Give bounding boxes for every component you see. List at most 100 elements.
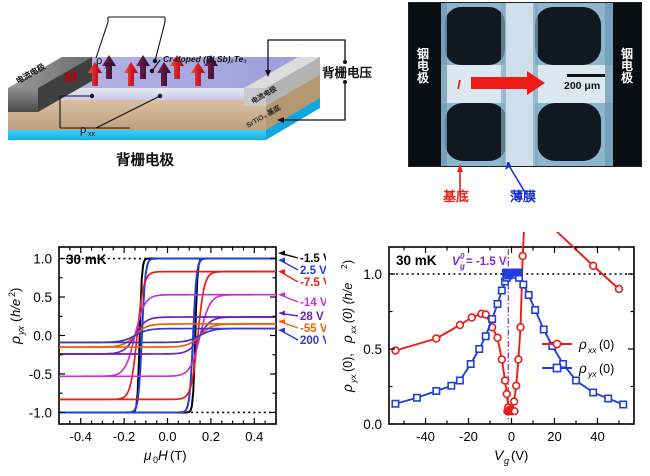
hysteresis-branch-down [59,270,276,401]
data-point-circle [432,334,441,343]
data-point-circle [455,320,465,330]
y-axis-ticks: 0.0 0.5 1.0 [363,267,634,432]
svg-text:ρ: ρ [7,336,23,345]
data-point-square [455,376,464,385]
rho-xx-sub: xx [88,131,96,138]
data-point-circle [502,389,511,399]
x-tick-label: 20 [547,429,561,444]
vg-annotation: V g 0 = -1.5 V [452,252,507,271]
rho-yx-annotation: ρ yx [95,16,166,69]
hysteresis-branch-down [59,257,276,414]
legend-label: -7.5 V [300,277,326,289]
data-point-square [539,325,548,334]
legend-arrow-head [278,310,285,316]
material-leader-line [151,59,161,72]
micrograph-right-electrode-label: 铟电极 [620,47,633,85]
data-point-square [412,393,421,402]
data-point-circle [467,313,476,322]
arrow-up-red [191,62,205,86]
rho-xx-label: ρ [80,124,86,136]
x-tick-label: 0.0 [158,429,176,444]
y-tick-label: 0.0 [33,329,52,344]
data-point-square [432,387,441,396]
rho-xx-annotation: ρ xx [59,93,163,138]
arrow-up-red [170,55,184,79]
rho-yx-label: ρ [96,55,102,67]
legend-arrow-head [278,257,285,263]
legend-rho: ρ [578,337,587,352]
x-tick-label: -0.4 [69,429,91,444]
data-point-square [497,286,506,295]
current-arrow [471,71,545,95]
data-line [395,201,620,412]
gate-dependence-chart: -40 -20 0 20 40 0.0 0.5 1.0 ρ xx (0) ρ yx (0) 30 mK… [334,201,650,471]
svg-text:H: H [158,448,168,463]
legend-marker-square [552,363,562,373]
legend-arrow-head [278,319,285,325]
svg-text:V: V [494,447,505,463]
x-tick-label: -20 [459,429,478,444]
x-axis-ticks: -40 -20 0 20 40 [403,247,620,444]
device-schematic-svg: 电流电极 电流电极 SrTiO₃ 基底 M Cr-doped (Bi [8,16,373,169]
film-caption: 薄膜 [510,189,537,204]
temperature-annotation: 30 mK [66,252,107,267]
svg-text:xx: xx [348,325,358,335]
device-schematic-panel: 电流电极 电流电极 SrTiO₃ 基底 M Cr-doped (Bi [0,0,395,205]
svg-text:yx: yx [16,326,26,337]
arrow-up-red [124,62,138,86]
x-tick-label: 0 [508,429,515,444]
data-point-circle [497,355,507,364]
hall-hysteresis-chart: -0.4 -0.2 0.0 0.2 0.4 -1.0 -0.5 0.0 0.5 1.0 -1.5… [4,232,331,471]
y-tick-label: -0.5 [29,367,52,382]
data-point-circle [493,333,502,342]
rho-yx-sub: yx [104,62,112,69]
legend-label: 2.5 V [300,265,326,277]
x-tick-label: 40 [590,429,604,444]
y-tick-label: 0.5 [363,342,382,357]
data-point-square [519,280,528,289]
material-leader-dot [149,68,155,74]
svg-text:g: g [459,262,465,271]
temperature-annotation: 30 mK [396,253,437,268]
x-tick-label: 0.4 [245,429,263,444]
legend-label: 200 V [300,335,326,347]
legend-rho: ρ [578,361,587,376]
arrow-up-red [88,62,102,86]
x-tick-label: 0.2 [202,429,220,444]
y-tick-label: 1.0 [363,267,382,282]
data-point-circle [509,397,519,406]
x-tick-label: -40 [416,429,435,444]
svg-text:(V): (V) [511,448,528,463]
svg-text:2: 2 [7,292,17,297]
micrograph-svg: I 200 μm [409,3,641,166]
arrow-up-dark [204,55,218,79]
svg-text:(0),: (0), [341,353,355,372]
legend-label: -1.5 V [300,253,326,265]
back-gate-voltage-label: 背栅电压 [322,65,373,80]
legend-tail: (0) [599,362,614,376]
y-axis-label: ρ yx ( h/e 2 ) [7,288,26,345]
arrow-up-dark [136,55,150,79]
legend-tail: (0) [599,338,614,352]
svg-text:h/e: h/e [8,299,23,317]
current-symbol-label: I [457,77,461,92]
svg-text:(: ( [8,317,23,322]
x-axis-label: V g (V) [494,447,528,466]
svg-text:0: 0 [460,252,465,261]
micrograph-left-electrode-label: 铟电极 [416,47,429,85]
data-point-square [493,300,502,309]
legend-arrow-head [278,250,285,256]
scale-bar-label: 200 μm [564,80,600,92]
data-point-square [447,381,456,390]
micrograph-callouts [457,162,527,196]
data-point-circle [500,376,510,385]
x-axis-label: ρ μ 0 H (T) [143,448,187,465]
y-tick-label: -1.0 [29,405,52,420]
y-axis-label: ρ yx (0), ρ xx (0) (h/e 2 ) [339,260,358,393]
svg-text:μ: μ [143,448,152,463]
data-point-circle [481,310,490,319]
magnetization-arrows [88,55,218,86]
data-point-circle [614,284,624,294]
legend-subscript: yx [587,369,597,379]
data-point-circle [391,346,400,355]
